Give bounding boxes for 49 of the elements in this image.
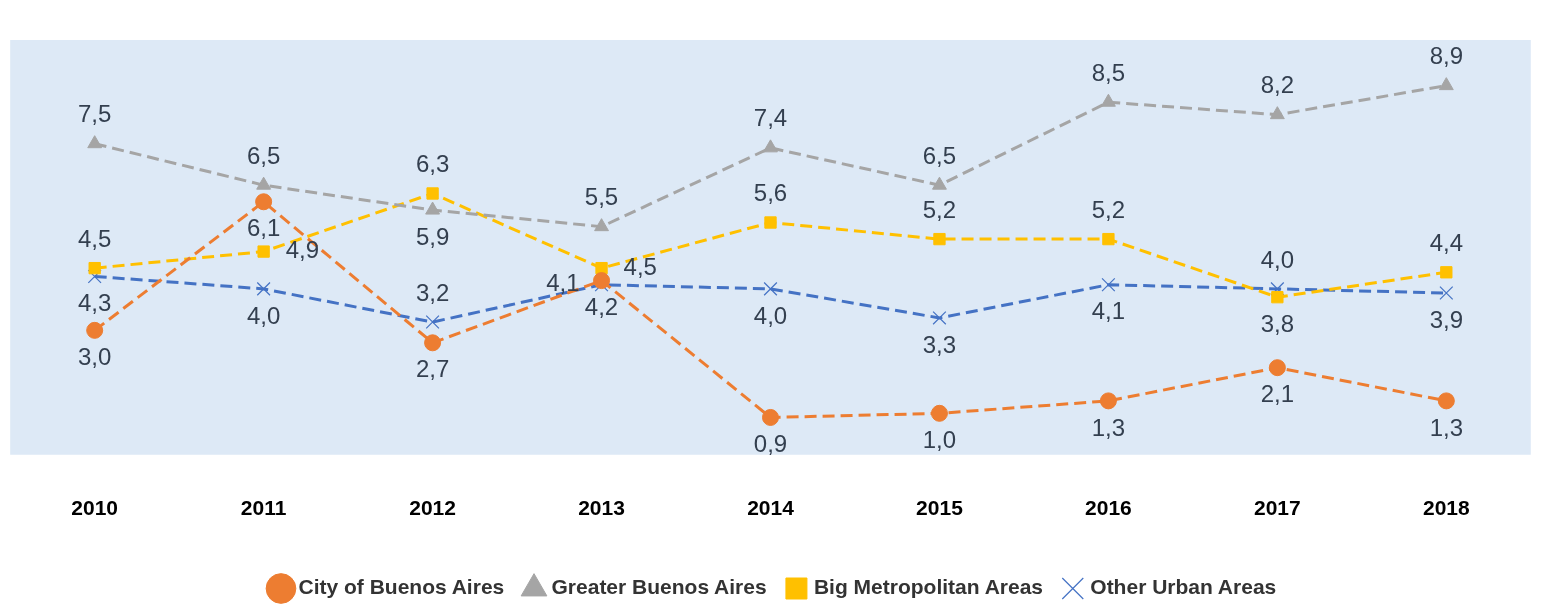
data-label: 4,5 [623,252,657,280]
data-label: 6,3 [415,150,450,178]
data-label: 6,5 [922,141,957,169]
data-label: 5,2 [1091,195,1126,223]
legend-label: Greater Buenos Aires [551,575,767,599]
data-label: 4,9 [285,236,319,264]
data-label: 2,1 [1260,380,1295,408]
data-label: 3,9 [1429,305,1464,333]
data-label: 4,5 [77,224,112,252]
x-tick-label: 2016 [1085,496,1132,520]
data-label: 7,4 [753,104,788,132]
x-tick-label: 2015 [916,496,964,520]
x-tick-label: 2011 [240,496,287,520]
x-tick-label: 2018 [1422,496,1470,520]
data-label: 1,0 [922,425,957,453]
data-label: 8,5 [1091,58,1126,86]
data-label: 4,3 [77,289,112,317]
x-tick-label: 2013 [578,496,625,520]
data-label: 7,5 [77,100,112,128]
data-label: 6,1 [246,214,281,242]
data-label: 4,2 [584,293,619,321]
x-tick-label: 2017 [1254,496,1301,520]
x-tick-label: 2010 [71,496,119,520]
data-label: 4,4 [1429,228,1464,256]
data-label: 5,9 [415,222,450,250]
legend-label: Other Urban Areas [1090,575,1277,599]
legend-label: Big Metropolitan Areas [813,575,1044,599]
data-label: 8,2 [1260,71,1295,99]
x-tick-label: 2014 [747,496,795,520]
legend-label: City of Buenos Aires [298,575,505,599]
data-label: 3,0 [77,342,112,370]
data-label: 4,0 [753,301,788,329]
data-label: 4,0 [246,301,281,329]
data-label: 6,5 [246,141,281,169]
data-label: 1,3 [1091,413,1126,441]
data-label: 4,1 [1091,297,1126,325]
data-label: 3,2 [415,278,450,306]
data-label: 5,5 [584,183,619,211]
data-label: 4,0 [1260,245,1295,273]
data-label: 3,8 [1260,309,1295,337]
data-label: 5,6 [753,179,788,207]
data-label: 3,3 [922,330,957,358]
data-label: 2,7 [415,355,450,383]
data-label: 0,9 [753,430,788,458]
x-tick-label: 2012 [409,496,456,520]
data-label: 5,2 [922,195,957,223]
data-label: 1,3 [1429,413,1464,441]
data-label: 4,1 [546,269,580,297]
data-label: 8,9 [1429,42,1464,70]
